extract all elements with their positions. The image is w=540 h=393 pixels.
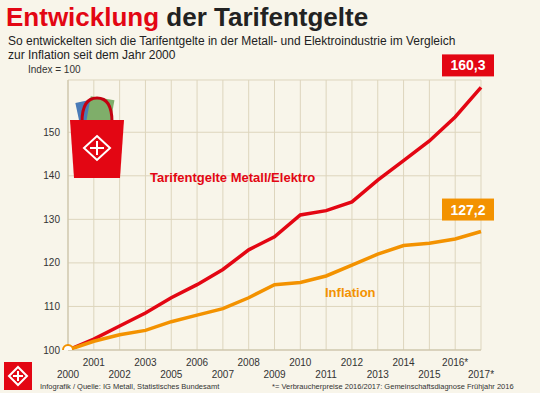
- svg-text:2011: 2011: [315, 369, 337, 380]
- svg-text:2015: 2015: [418, 369, 441, 380]
- html-text:Infografik / Quelle: IG Metall: Infografik / Quelle: IG Metall, Statisti…: [40, 382, 220, 391]
- html-text:*= Verbraucherpreise 2016/2017: *= Verbraucherpreise 2016/2017: Gemeinsc…: [272, 382, 514, 391]
- svg-text:120: 120: [43, 257, 60, 268]
- svg-text:2010: 2010: [289, 357, 312, 368]
- html-text:Index = 100: Index = 100: [28, 64, 81, 75]
- svg-text:150: 150: [43, 127, 60, 138]
- svg-text:160,3: 160,3: [450, 57, 485, 73]
- svg-text:110: 110: [44, 301, 60, 312]
- svg-text:130: 130: [43, 214, 60, 225]
- svg-text:2006: 2006: [186, 357, 209, 368]
- html-text:So entwickelten sich die Tarif: So entwickelten sich die Tarifentgelte i…: [8, 34, 456, 62]
- svg-text:2013: 2013: [367, 369, 390, 380]
- svg-text:2002: 2002: [109, 369, 132, 380]
- svg-text:127,2: 127,2: [450, 202, 485, 218]
- svg-text:2001: 2001: [83, 357, 106, 368]
- svg-text:2005: 2005: [160, 369, 183, 380]
- html-text:Inflation: Inflation: [325, 285, 376, 300]
- svg-text:2007: 2007: [212, 369, 235, 380]
- svg-text:2008: 2008: [238, 357, 261, 368]
- html-text:Entwicklung der Tarifentgelte: Entwicklung der Tarifentgelte: [6, 2, 369, 32]
- svg-text:2012: 2012: [341, 357, 364, 368]
- svg-text:140: 140: [43, 170, 60, 181]
- svg-text:100: 100: [43, 345, 60, 356]
- svg-text:2009: 2009: [263, 369, 286, 380]
- svg-text:2017*: 2017*: [468, 369, 494, 380]
- svg-text:2000: 2000: [57, 369, 80, 380]
- svg-text:2014: 2014: [392, 357, 415, 368]
- svg-text:2003: 2003: [134, 357, 157, 368]
- svg-text:2016*: 2016*: [442, 357, 468, 368]
- html-text:Tarifentgelte Metall/Elektro: Tarifentgelte Metall/Elektro: [150, 170, 316, 185]
